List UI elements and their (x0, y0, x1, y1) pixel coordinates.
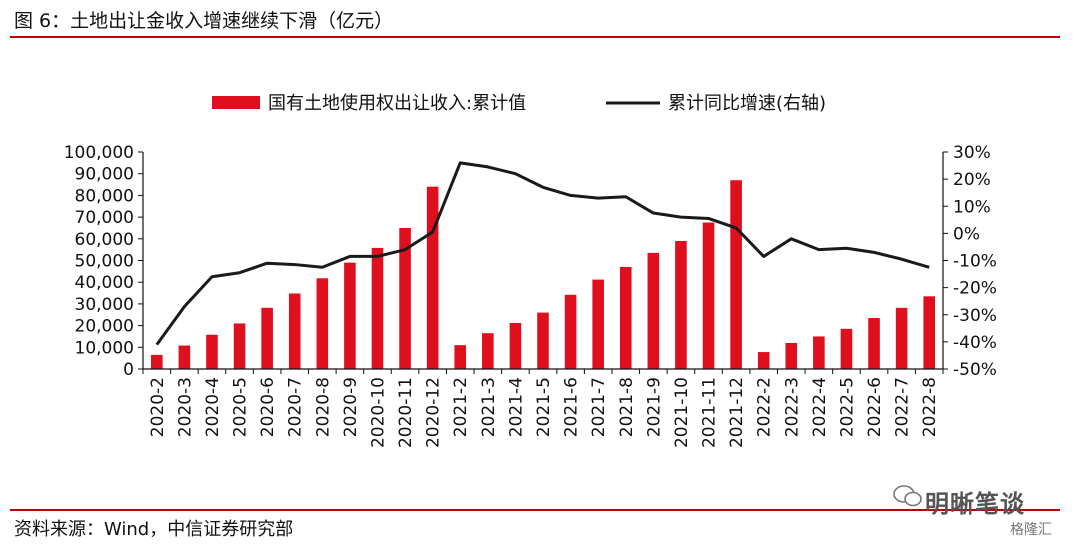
wechat-icon (893, 485, 922, 507)
watermark-sub: 格隆汇 (1010, 522, 1052, 538)
x-tick-label: 2021-9 (644, 377, 664, 437)
x-tick-label: 2020-11 (396, 377, 416, 448)
x-tick-label: 2022-8 (920, 377, 940, 437)
right-tick-label: -20% (953, 279, 997, 299)
bar-2021-7 (592, 279, 604, 369)
x-tick-label: 2020-3 (175, 377, 195, 437)
bar-2022-8 (923, 296, 935, 369)
left-tick-label: 40,000 (75, 273, 134, 293)
x-tick-label: 2021-2 (451, 377, 471, 437)
right-tick-label: -10% (953, 252, 997, 272)
bar-2020-5 (233, 323, 246, 369)
bar-2021-2 (454, 345, 467, 369)
bar-2022-3 (785, 342, 798, 369)
bar-2020-11 (399, 227, 411, 369)
legend-bar-swatch (212, 96, 260, 109)
bar-2020-10 (371, 247, 384, 369)
bar-2021-12 (730, 180, 742, 369)
left-tick-label: 100,000 (64, 143, 134, 163)
bar-2020-9 (344, 262, 356, 369)
bar-2020-6 (261, 307, 273, 369)
x-tick-label: 2020-9 (341, 377, 361, 437)
left-tick-label: 80,000 (75, 186, 134, 206)
x-tick-label: 2021-10 (672, 377, 692, 448)
left-tick-label: 50,000 (75, 252, 134, 272)
bar-2022-2 (757, 352, 770, 369)
right-tick-label: -30% (953, 306, 997, 326)
legend-bar-label: 国有土地使用权出让收入:累计值 (268, 93, 526, 114)
left-tick-label: 70,000 (75, 208, 134, 228)
top-rule (10, 36, 1060, 38)
x-tick-label: 2020-5 (231, 377, 251, 437)
left-tick-label: 90,000 (75, 165, 134, 185)
x-tick-label: 2022-4 (810, 377, 830, 437)
x-tick-label: 2020-2 (148, 377, 168, 437)
left-y-tick-labels: 100,00090,00080,00070,00060,00050,00040,… (64, 143, 134, 380)
x-tick-label: 2020-7 (286, 377, 306, 437)
x-tick-label: 2022-6 (865, 377, 885, 437)
left-tick-label: 60,000 (75, 230, 134, 250)
right-tick-label: 30% (953, 143, 991, 163)
x-tick-label: 2020-4 (203, 377, 223, 437)
x-tick-label: 2020-10 (368, 377, 388, 448)
bar-2021-5 (537, 312, 549, 369)
x-tick-label: 2021-8 (617, 377, 637, 437)
x-tick-label: 2020-6 (258, 377, 278, 437)
right-tick-label: -50% (953, 360, 997, 380)
source-note: 资料来源：Wind，中信证券研究部 (14, 519, 294, 540)
right-tick-label: 10% (953, 197, 991, 217)
left-tick-label: 30,000 (75, 295, 134, 315)
bar-2021-11 (702, 222, 715, 369)
right-tick-label: 0% (953, 224, 980, 244)
figure-title: 图 6：土地出让金收入增速继续下滑（亿元） (14, 10, 394, 32)
left-tick-label: 0 (123, 360, 134, 380)
x-tick-label: 2020-8 (313, 377, 333, 437)
growth-line (155, 161, 930, 346)
bar-2022-6 (868, 318, 880, 369)
x-tick-label: 2021-6 (562, 377, 582, 437)
x-tick-label: 2021-5 (534, 377, 554, 437)
bar-2021-4 (509, 322, 522, 369)
axes (138, 151, 948, 374)
bar-2021-3 (482, 333, 494, 369)
x-tick-label: 2021-11 (700, 377, 720, 448)
x-tick-label: 2020-12 (424, 377, 444, 448)
bar-2021-8 (619, 267, 632, 369)
bar-series (151, 180, 935, 369)
x-tick-label: 2021-7 (589, 377, 609, 437)
x-tick-label: 2021-3 (479, 377, 499, 437)
x-tick-label: 2022-3 (782, 377, 802, 437)
right-y-tick-labels: 30% 20% 10% 0% -10% -20% -30% -40% -50% (953, 143, 997, 380)
bar-2020-4 (206, 334, 218, 369)
x-tick-label: 2022-2 (755, 377, 775, 437)
left-tick-label: 20,000 (75, 317, 134, 337)
bar-2020-8 (316, 278, 329, 369)
bar-2020-12 (426, 186, 439, 369)
bar-2022-7 (895, 307, 908, 369)
bar-2021-10 (675, 240, 687, 369)
watermark: 明晰笔谈 (925, 490, 1025, 518)
right-tick-label: -40% (953, 333, 997, 353)
bar-2022-4 (813, 336, 825, 369)
x-tick-label: 2021-12 (727, 377, 747, 448)
bar-2020-2 (151, 354, 163, 369)
x-tick-label: 2021-4 (506, 377, 526, 437)
bar-2022-5 (840, 328, 853, 369)
x-tick-label: 2022-5 (837, 377, 857, 437)
legend: 国有土地使用权出让收入:累计值 累计同比增速(右轴) (212, 93, 826, 114)
left-tick-label: 10,000 (75, 338, 134, 358)
right-tick-label: 20% (953, 170, 991, 190)
bar-2020-3 (178, 345, 191, 369)
x-tick-label: 2022-7 (893, 377, 913, 437)
bar-2021-9 (647, 252, 660, 369)
legend-line-label: 累计同比增速(右轴) (668, 93, 826, 114)
bar-2020-7 (288, 293, 301, 369)
bar-2021-6 (564, 294, 577, 369)
x-tick-labels: 2020-2 2020-3 2020-4 2020-5 2020-6 2020-7 2020… (148, 377, 940, 448)
bottom-rule (10, 509, 1060, 511)
